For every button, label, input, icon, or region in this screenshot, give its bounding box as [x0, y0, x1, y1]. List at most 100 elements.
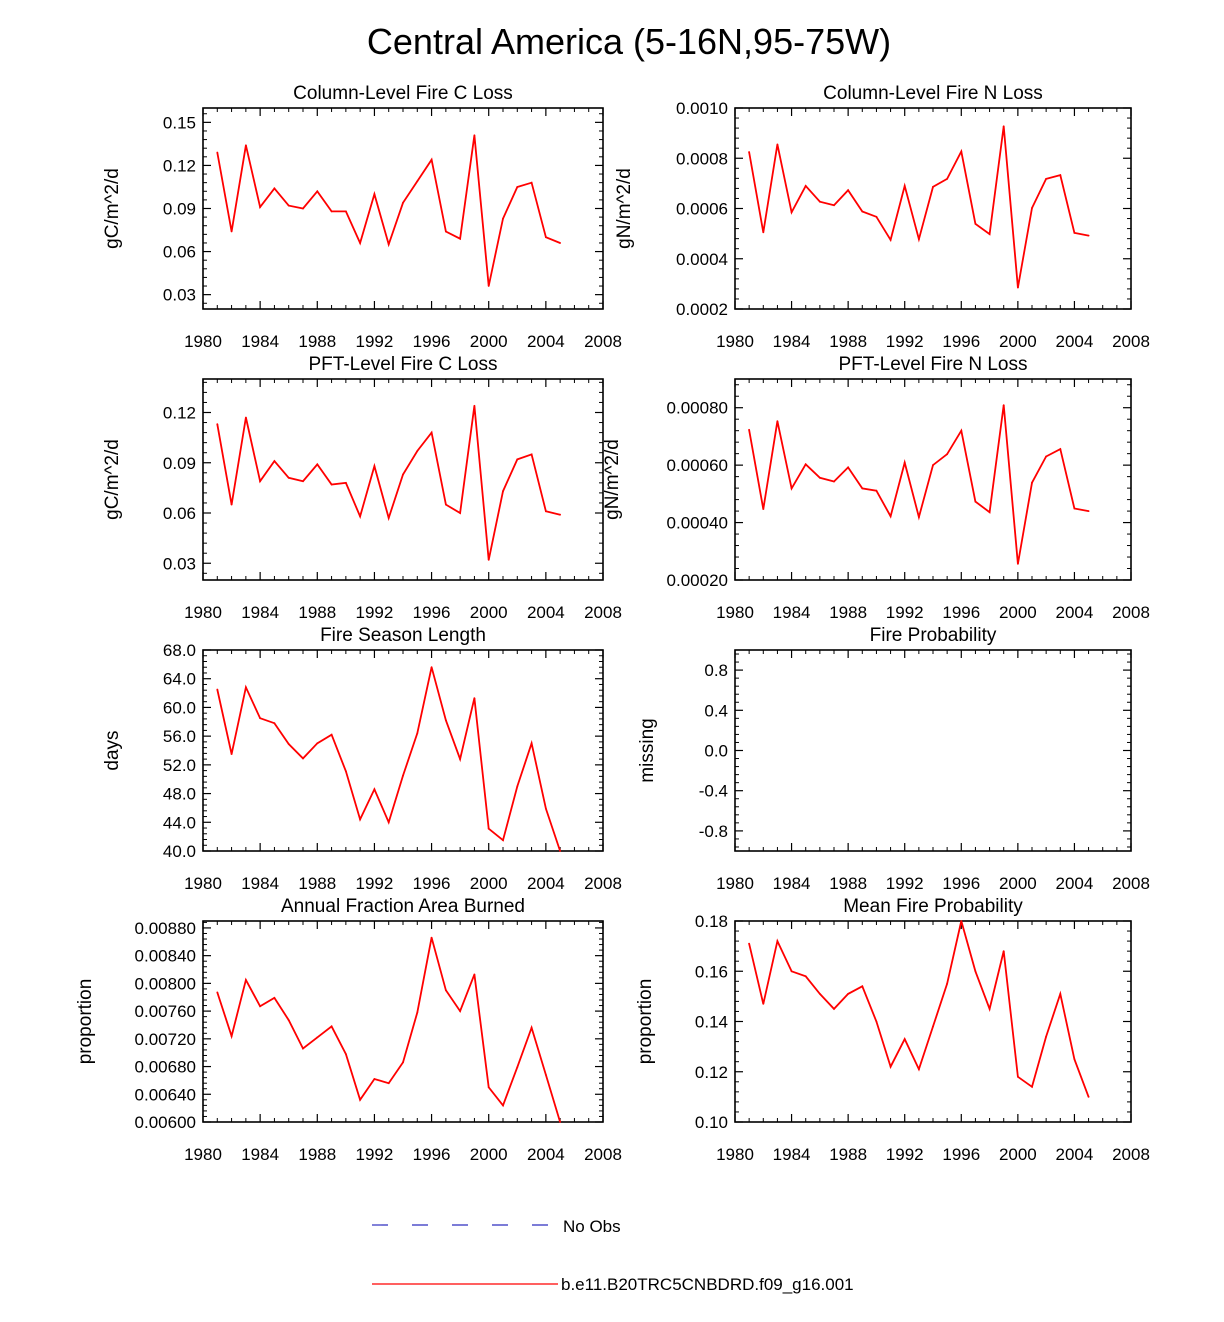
data-point [1031, 481, 1033, 484]
y-tick-label: 0.00680 [135, 1058, 196, 1077]
x-tick-label: 1980 [716, 332, 754, 351]
x-tick-label: 1992 [356, 332, 394, 351]
data-point [430, 431, 433, 434]
x-tick-label: 1996 [413, 603, 451, 622]
y-axis-label: missing [637, 718, 658, 782]
y-tick-label: 0.0 [704, 742, 728, 761]
series-line [748, 126, 1089, 288]
data-point [762, 508, 765, 510]
data-point [861, 985, 864, 988]
y-tick-label: 0.00600 [135, 1113, 196, 1132]
data-point [402, 473, 404, 476]
data-point [1002, 950, 1005, 952]
y-axis-label: gN/m^2/d [614, 168, 635, 249]
data-point [430, 936, 433, 939]
y-tick-label: 0.8 [704, 661, 728, 680]
data-point [847, 189, 849, 192]
data-point [762, 231, 765, 234]
data-point [545, 510, 547, 513]
data-point [445, 230, 447, 233]
data-point [230, 753, 233, 755]
data-point [416, 732, 419, 735]
data-point [889, 515, 892, 518]
data-point [473, 134, 476, 137]
data-point [545, 807, 547, 810]
data-point [273, 997, 276, 999]
data-point [903, 1038, 906, 1040]
x-tick-label: 2000 [470, 874, 508, 893]
panels: Column-Level Fire C Loss 1980 1984 1988 1992… [75, 83, 1150, 1164]
y-tick-label: 0.09 [163, 454, 196, 473]
data-point [273, 460, 276, 462]
x-tick-label: 1996 [942, 603, 980, 622]
y-tick-label: 0.0008 [676, 149, 728, 168]
data-point [819, 476, 821, 479]
data-point [345, 482, 347, 484]
panel-5: Fire Season Length 1980 1984 1988 1992 1996 20… [102, 625, 622, 893]
data-point [230, 1035, 233, 1037]
legend: No Obs b.e11.B20TRC5CNBDRD.f09_g16.001 [372, 1217, 854, 1294]
data-point [819, 993, 821, 995]
data-point [445, 719, 447, 722]
x-tick-label: 2008 [1112, 332, 1150, 351]
data-point [804, 975, 807, 978]
panel-2: Column-Level Fire N Loss 1980 1984 1988 1992… [614, 83, 1150, 351]
y-tick-label: 0.00800 [135, 974, 196, 993]
x-tick-label: 2004 [527, 603, 565, 622]
data-point [216, 423, 219, 426]
data-point [502, 839, 504, 842]
x-tick-label: 1988 [829, 874, 867, 893]
data-point [932, 1025, 934, 1028]
y-tick-label: 0.14 [695, 1013, 728, 1032]
panel-4: PFT-Level Fire N Loss 1980 1984 1988 1992 199… [602, 354, 1150, 622]
data-point [416, 1011, 419, 1014]
data-point [473, 697, 476, 699]
x-tick-label: 2008 [584, 874, 622, 893]
data-point [473, 404, 476, 407]
data-point [487, 1086, 490, 1089]
data-point [889, 239, 892, 241]
x-tick-label: 2000 [999, 1145, 1037, 1164]
panel-8: Mean Fire Probability 1980 1984 1988 1992 199… [635, 896, 1150, 1164]
data-point [875, 489, 878, 492]
data-point [430, 158, 433, 161]
data-point [359, 1098, 361, 1101]
y-tick-label: 0.06 [163, 504, 196, 523]
x-tick-label: 1992 [356, 1145, 394, 1164]
data-point [1087, 1096, 1090, 1098]
y-tick-label: 0.0010 [676, 99, 728, 118]
x-tick-label: 1984 [241, 603, 279, 622]
data-point [932, 186, 934, 188]
data-point [748, 151, 750, 153]
data-point [316, 742, 319, 745]
data-point [960, 150, 963, 153]
data-point [330, 483, 333, 486]
data-point [302, 480, 304, 483]
data-point [1031, 1085, 1033, 1088]
data-point [330, 1025, 333, 1028]
data-point [1087, 234, 1090, 237]
data-point [373, 1078, 376, 1080]
data-point [502, 1104, 504, 1107]
x-tick-label: 2004 [1056, 874, 1094, 893]
data-point [316, 463, 319, 466]
y-tick-label: 0.03 [163, 286, 196, 305]
x-tick-label: 1984 [773, 874, 811, 893]
y-tick-label: 0.4 [704, 701, 728, 720]
data-point [216, 688, 219, 691]
x-tick-label: 1996 [413, 332, 451, 351]
data-point [804, 185, 807, 187]
data-point [487, 285, 490, 287]
y-tick-label: 0.12 [163, 156, 196, 175]
y-tick-label: 0.06 [163, 243, 196, 262]
x-tick-label: 2000 [999, 603, 1037, 622]
data-point [487, 559, 490, 561]
y-tick-label: 0.15 [163, 113, 196, 132]
x-tick-label: 1984 [241, 332, 279, 351]
data-point [416, 450, 419, 452]
data-point [988, 1008, 991, 1010]
data-point [1073, 232, 1076, 234]
y-tick-label: 60.0 [163, 698, 196, 717]
y-axis-label: gC/m^2/d [102, 168, 123, 249]
y-tick-label: -0.4 [699, 782, 728, 801]
